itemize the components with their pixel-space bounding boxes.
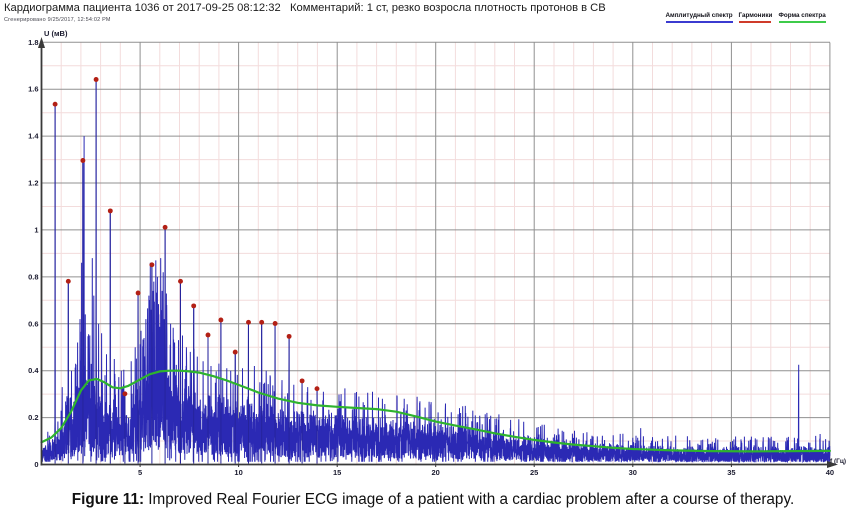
svg-text:25: 25 — [530, 468, 538, 477]
svg-text:1.6: 1.6 — [28, 85, 38, 94]
svg-text:0.2: 0.2 — [28, 413, 38, 422]
svg-text:0: 0 — [34, 460, 38, 469]
svg-text:10: 10 — [234, 468, 242, 477]
svg-text:f (Гц): f (Гц) — [830, 458, 846, 465]
svg-text:0.8: 0.8 — [28, 272, 38, 281]
svg-text:5: 5 — [138, 468, 142, 477]
svg-text:1.2: 1.2 — [28, 179, 38, 188]
svg-text:0.4: 0.4 — [28, 366, 39, 375]
svg-text:0.6: 0.6 — [28, 319, 38, 328]
svg-text:1: 1 — [34, 225, 38, 234]
svg-text:U (мВ): U (мВ) — [44, 29, 68, 38]
svg-text:35: 35 — [727, 468, 735, 477]
svg-text:40: 40 — [826, 468, 834, 477]
svg-text:15: 15 — [333, 468, 341, 477]
svg-text:1.8: 1.8 — [28, 38, 38, 47]
svg-text:20: 20 — [432, 468, 440, 477]
svg-text:1.4: 1.4 — [28, 132, 39, 141]
svg-text:30: 30 — [629, 468, 637, 477]
